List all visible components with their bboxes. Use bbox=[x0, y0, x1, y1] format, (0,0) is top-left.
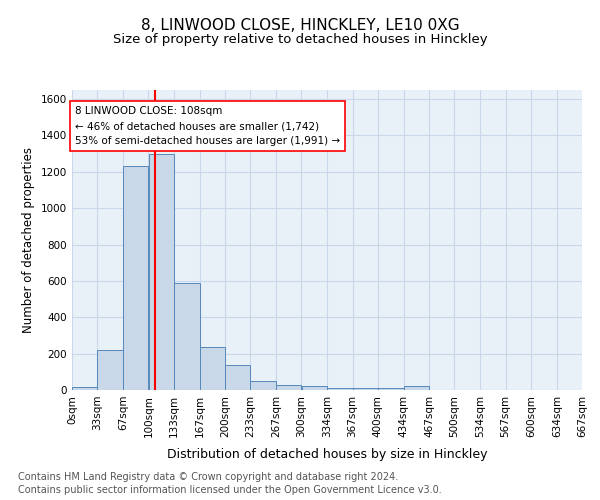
Bar bbox=[378, 388, 404, 390]
Bar bbox=[328, 388, 353, 390]
Bar bbox=[200, 348, 225, 390]
Bar bbox=[149, 154, 173, 390]
Bar bbox=[124, 166, 148, 390]
Text: 8 LINWOOD CLOSE: 108sqm
← 46% of detached houses are smaller (1,742)
53% of semi: 8 LINWOOD CLOSE: 108sqm ← 46% of detache… bbox=[75, 106, 340, 146]
Bar bbox=[97, 350, 123, 390]
Bar bbox=[302, 386, 327, 390]
X-axis label: Distribution of detached houses by size in Hinckley: Distribution of detached houses by size … bbox=[167, 448, 487, 461]
Bar bbox=[250, 382, 276, 390]
Bar bbox=[353, 388, 378, 390]
Bar bbox=[276, 385, 301, 390]
Bar bbox=[225, 365, 250, 390]
Bar bbox=[72, 388, 97, 390]
Text: Size of property relative to detached houses in Hinckley: Size of property relative to detached ho… bbox=[113, 32, 487, 46]
Bar bbox=[404, 386, 429, 390]
Text: Contains HM Land Registry data © Crown copyright and database right 2024.: Contains HM Land Registry data © Crown c… bbox=[18, 472, 398, 482]
Bar bbox=[174, 282, 200, 390]
Text: 8, LINWOOD CLOSE, HINCKLEY, LE10 0XG: 8, LINWOOD CLOSE, HINCKLEY, LE10 0XG bbox=[140, 18, 460, 32]
Y-axis label: Number of detached properties: Number of detached properties bbox=[22, 147, 35, 333]
Text: Contains public sector information licensed under the Open Government Licence v3: Contains public sector information licen… bbox=[18, 485, 442, 495]
